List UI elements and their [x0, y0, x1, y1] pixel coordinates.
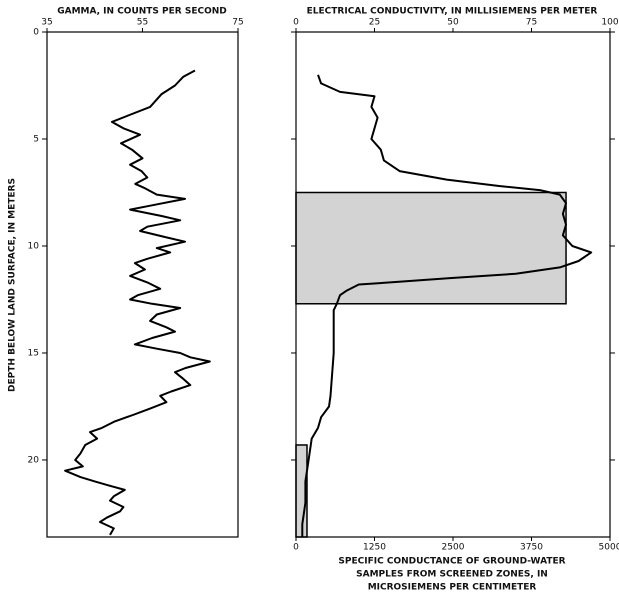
x2-axis-title: SAMPLES FROM SCREENED ZONES, IN [356, 570, 548, 580]
x2-tick-label: 2500 [442, 543, 465, 553]
x-axis-title: ELECTRICAL CONDUCTIVITY, IN MILLISIEMENS… [307, 7, 598, 17]
x-tick-label: 75 [526, 18, 537, 28]
data-line [64, 69, 211, 536]
x2-tick-label: 5000 [599, 543, 619, 553]
data-line [301, 74, 593, 537]
y-tick-label: 10 [28, 241, 40, 251]
x-tick-label: 0 [293, 18, 299, 28]
y-tick-label: 0 [33, 28, 39, 38]
x2-axis-title: MICROSIEMENS PER CENTIMETER [368, 583, 537, 593]
y-tick-label: 20 [28, 455, 40, 465]
bar [295, 191, 567, 305]
x2-axis-title: SPECIFIC CONDUCTANCE OF GROUND-WATER [338, 557, 565, 567]
x-tick-label: 75 [232, 18, 243, 28]
x-tick-label: 55 [137, 18, 148, 28]
x2-tick-label: 1250 [363, 543, 386, 553]
x-tick-label: 35 [41, 18, 52, 28]
y-tick-label: 5 [33, 134, 39, 144]
x-tick-label: 25 [369, 18, 380, 28]
x-tick-label: 50 [447, 18, 459, 28]
x2-tick-label: 0 [293, 543, 299, 553]
x2-tick-label: 3750 [520, 543, 543, 553]
x-axis-title: GAMMA, IN COUNTS PER SECOND [57, 7, 227, 17]
x-tick-label: 100 [601, 18, 618, 28]
y-axis-title: DEPTH BELOW LAND SURFACE, IN METERS [8, 178, 18, 392]
y-tick-label: 15 [28, 348, 39, 358]
